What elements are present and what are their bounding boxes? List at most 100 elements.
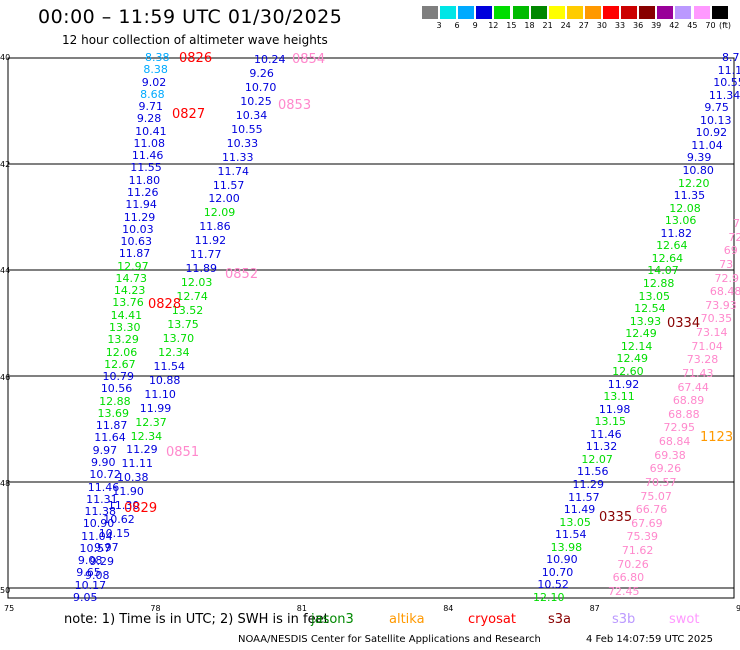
wave-height-value: 73 (719, 257, 734, 271)
wave-height-value: 11.29 (572, 477, 605, 491)
color-swatch (476, 6, 493, 19)
wave-height-value: 11.04 (691, 138, 723, 152)
wave-height-value: 10.88 (148, 373, 181, 387)
color-swatch (458, 6, 475, 19)
pass-time-label: 0826 (179, 51, 213, 66)
wave-height-value: 14.07 (647, 264, 679, 278)
wave-height-value: 72.95 (663, 421, 696, 435)
wave-height-value: 12.49 (625, 327, 657, 341)
wave-height-value: 70.26 (617, 557, 649, 571)
satellite-legend-item: jason3 (311, 612, 354, 627)
color-swatch (657, 6, 674, 19)
wave-height-value: 11.49 (563, 503, 596, 517)
wave-height-value: 9.29 (89, 555, 115, 569)
wave-height-value: 75.07 (640, 489, 672, 503)
credit-line: NOAA/NESDIS Center for Satellite Applica… (238, 634, 541, 645)
wave-height-value: 66.80 (612, 571, 645, 585)
wave-height-value: 67.44 (677, 380, 709, 394)
wave-height-value: 12.34 (130, 429, 163, 443)
wave-height-value: 11.26 (127, 186, 159, 199)
color-swatch (693, 6, 710, 19)
wave-height-value: 70.57 (645, 475, 677, 489)
wave-height-value: 11.55 (130, 161, 162, 175)
latitude-label: 42 (0, 159, 11, 169)
color-swatch (440, 6, 457, 19)
wave-height-value: 8.68 (140, 87, 165, 101)
wave-height-value: 13.52 (171, 304, 204, 318)
wave-height-value: 13.70 (162, 331, 195, 345)
wave-height-value: 13.29 (107, 333, 139, 347)
wave-height-value: 14.23 (113, 284, 146, 298)
wave-height-value: 10.55 (713, 76, 740, 90)
wave-height-value: 12.64 (656, 239, 688, 253)
wave-height-value: 9.75 (704, 101, 729, 115)
color-swatch (621, 6, 638, 19)
wave-height-value: 10.41 (135, 124, 167, 138)
page-subtitle: 12 hour collection of altimeter wave hei… (62, 33, 328, 47)
wave-height-value: 69.38 (654, 448, 686, 462)
wave-height-value: 11.94 (125, 198, 157, 212)
color-swatch-label: 18 (524, 21, 535, 30)
wave-height-value: 8.38 (143, 63, 168, 77)
wave-height-value: 10.15 (98, 527, 131, 541)
wave-height-value: 10.70 (541, 565, 574, 579)
wave-height-value: 11.29 (123, 210, 156, 224)
wave-height-value: 9.39 (686, 151, 712, 165)
color-swatch-label: 42 (669, 21, 680, 30)
wave-height-value: 11.33 (222, 150, 254, 164)
wave-height-value: 11.54 (153, 359, 186, 373)
footer-note: note: 1) Time is in UTC; 2) SWH is in fe… (64, 612, 329, 627)
pass-time-label: 0852 (225, 267, 259, 282)
wave-height-value: 75.39 (626, 530, 659, 544)
wave-height-value: 72.45 (608, 585, 640, 598)
wave-height-value: 11.80 (128, 173, 161, 187)
wave-height-value: 11.35 (673, 189, 706, 203)
wave-height-value: 9.08 (85, 569, 110, 582)
wave-height-value: 11.46 (590, 427, 622, 441)
wave-height-value: 13.15 (594, 415, 627, 429)
wave-height-value: 68.84 (658, 435, 691, 449)
wave-height-value: 66.76 (635, 503, 668, 517)
wave-height-value: 11.57 (568, 490, 600, 504)
wave-height-value: 10.17 (74, 578, 107, 592)
wave-height-value: 10.34 (235, 108, 268, 122)
latitude-label: 50 (0, 585, 11, 595)
wave-height-value: 12.10 (533, 591, 565, 604)
color-swatch (512, 6, 529, 19)
wave-height-value: 10.92 (695, 126, 728, 140)
wave-height-value: 8.7 (722, 51, 740, 64)
pass-time-label: 0827 (172, 107, 206, 122)
wave-height-value: 13.05 (559, 515, 591, 529)
wave-height-value: 10.63 (120, 235, 152, 249)
generated-timestamp: 4 Feb 14:07:59 UTC 2025 (586, 634, 713, 645)
color-swatch-label: 45 (687, 21, 698, 30)
wave-height-value: 14.73 (115, 271, 148, 285)
color-swatch (675, 6, 692, 19)
wave-height-value: 9.90 (91, 456, 116, 469)
wave-height-value: 11.56 (576, 465, 609, 479)
wave-height-value: 11.92 (194, 234, 227, 248)
wave-height-value: 11.04 (81, 529, 113, 543)
wave-height-value: 10.55 (231, 122, 263, 136)
wave-height-value: 11.74 (217, 164, 249, 178)
wave-height-value: 12.20 (678, 176, 710, 190)
wave-height-value: 11.08 (133, 136, 166, 150)
color-swatch (422, 6, 438, 19)
wave-height-value: 11.54 (554, 528, 587, 542)
longitude-label: 87 (589, 604, 600, 613)
wave-height-value: 9.97 (92, 443, 118, 457)
wave-height-value: 11.87 (118, 247, 151, 261)
color-swatch-label: 36 (633, 21, 644, 30)
pass-time-label: 0829 (124, 501, 158, 516)
wave-height-value: 12.09 (203, 206, 236, 220)
wave-height-value: 9.08 (77, 554, 103, 568)
wave-height-value: 10.52 (537, 578, 569, 592)
pass-time-label: 0335 (599, 510, 633, 525)
wave-height-value: 12.00 (208, 192, 240, 206)
wave-height-value: 11.90 (112, 485, 144, 499)
wave-height-value: 11.15 (717, 63, 740, 77)
wave-height-value: 11.57 (212, 178, 245, 192)
wave-height-value: 11.32 (585, 440, 618, 454)
wave-height-value: 71.04 (691, 339, 723, 353)
